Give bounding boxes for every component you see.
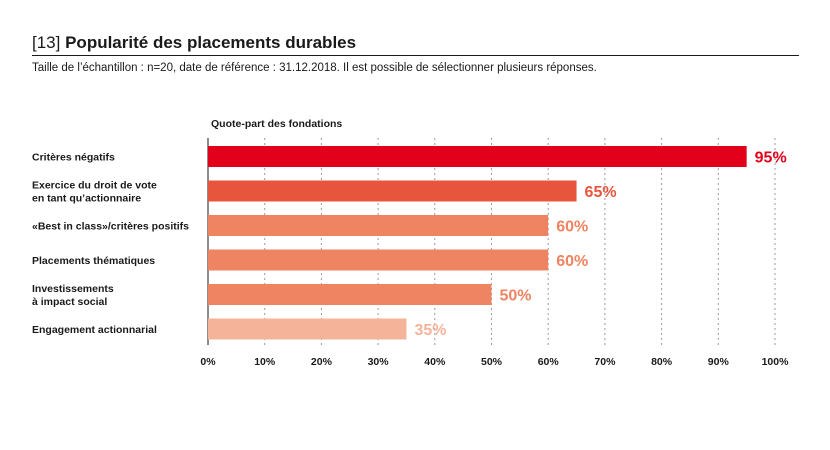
bar [208, 146, 747, 167]
x-tick-label: 80% [651, 356, 673, 368]
axis-title: Quote-part des fondations [211, 118, 343, 130]
x-tick-label: 0% [200, 356, 216, 368]
category-label: Investissements à impact social [32, 283, 114, 308]
title-text: Popularité des placements durables [65, 33, 357, 52]
category-label: Engagement actionnarial [32, 324, 157, 336]
title-rule [32, 55, 799, 56]
x-tick-label: 20% [311, 356, 333, 368]
value-label: 50% [500, 288, 532, 305]
category-label: Critères négatifs [32, 152, 115, 164]
x-tick-label: 40% [424, 356, 446, 368]
value-label: 65% [585, 184, 617, 201]
chart-subtitle: Taille de l’échantillon : n=20, date de … [32, 62, 597, 74]
category-label: «Best in class»/critères positifs [32, 221, 189, 233]
chart-title: [13] Popularité des placements durables [32, 33, 356, 53]
x-tick-label: 90% [708, 356, 730, 368]
bar [208, 318, 407, 340]
bar [208, 215, 549, 236]
category-label: Exercice du droit de vote en tant qu’acti… [32, 180, 157, 205]
figure-number: [13] [32, 33, 61, 52]
value-label: 60% [556, 253, 588, 270]
x-tick-label: 30% [368, 356, 390, 368]
category-label: Placements thématiques [32, 255, 155, 267]
x-tick-label: 10% [254, 356, 276, 368]
bar [208, 284, 492, 305]
x-tick-label: 60% [538, 356, 560, 368]
bar [208, 180, 577, 202]
bar [208, 249, 549, 271]
value-label: 95% [755, 150, 787, 167]
x-tick-label: 70% [594, 356, 616, 368]
x-tick-label: 100% [762, 356, 790, 368]
value-label: 35% [414, 322, 446, 339]
value-label: 60% [556, 219, 588, 236]
x-tick-label: 50% [481, 356, 503, 368]
